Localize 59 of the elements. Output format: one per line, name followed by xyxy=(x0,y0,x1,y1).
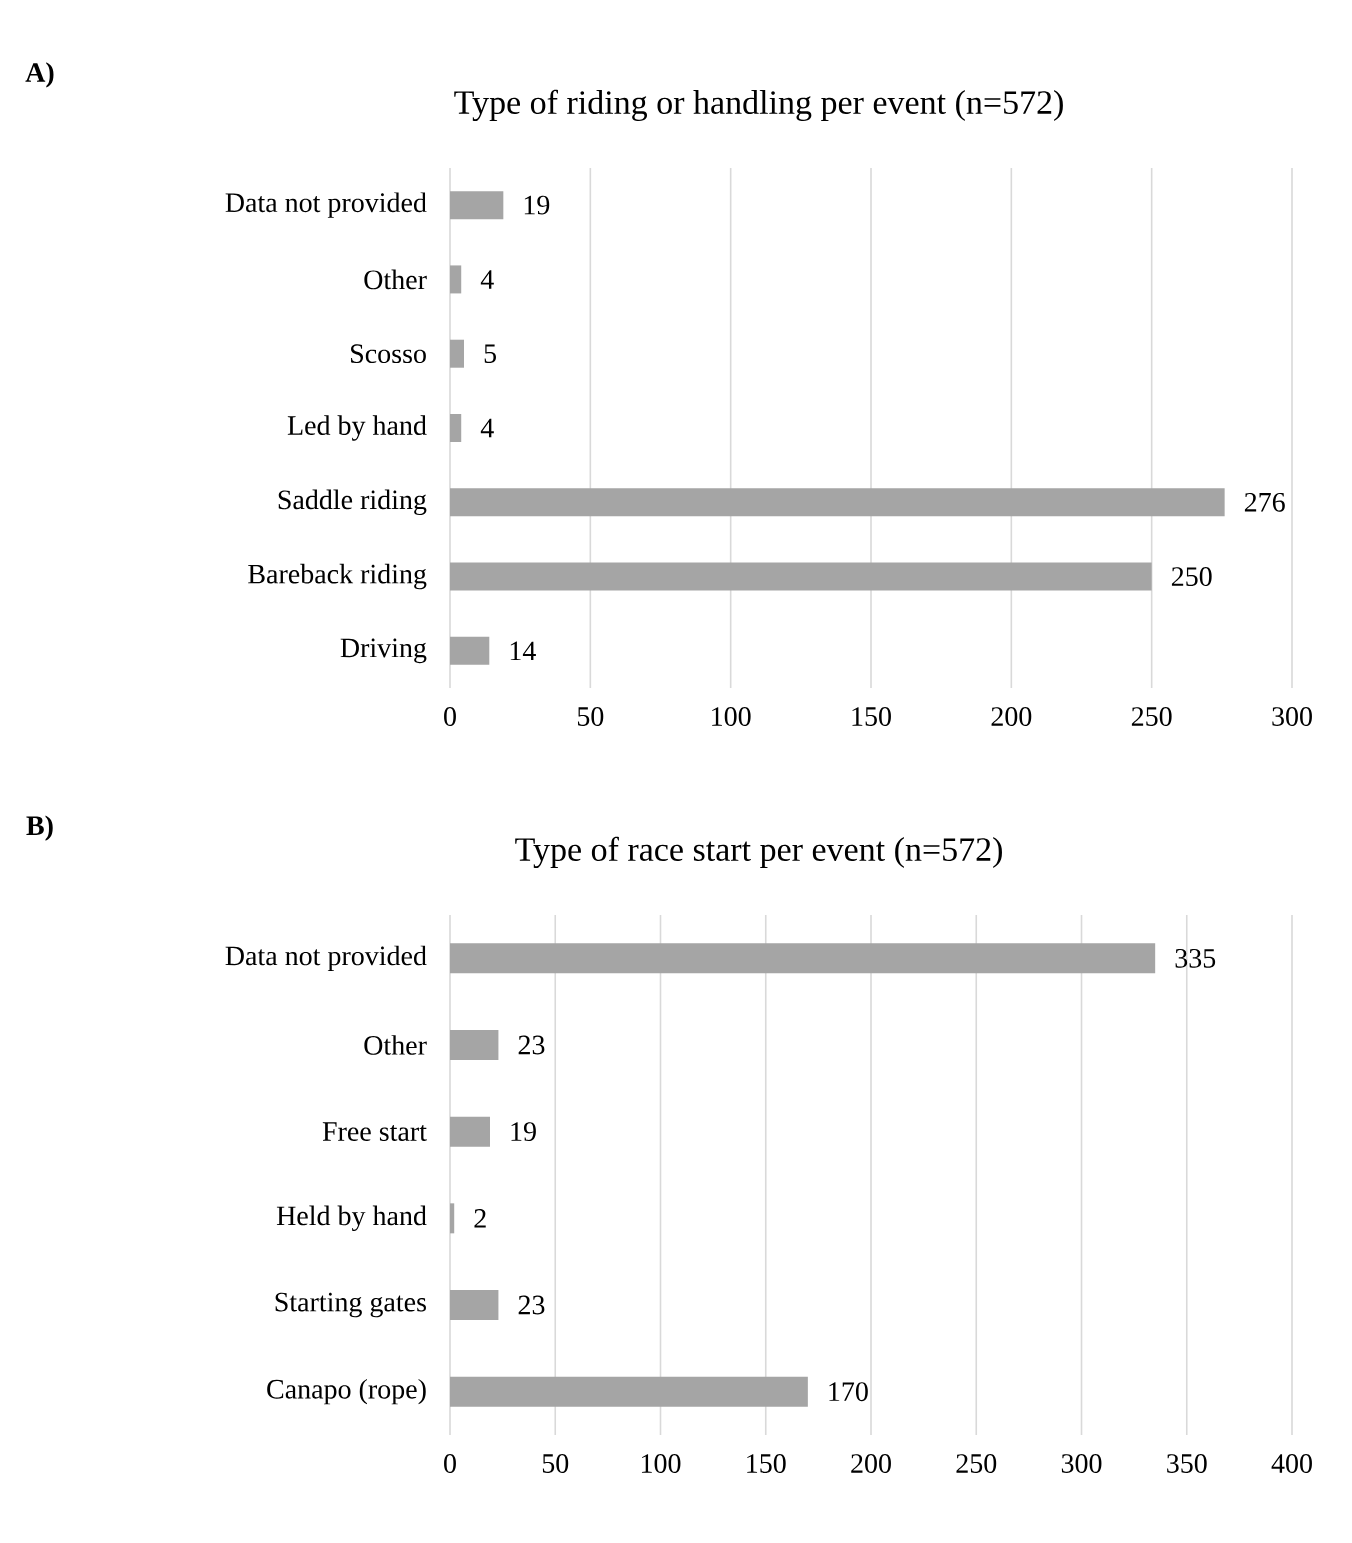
y-tick-label: Data not provided xyxy=(225,192,427,218)
y-tick-label: Starting gates xyxy=(275,1292,426,1318)
x-tick-label: 300 xyxy=(1061,1454,1102,1473)
y-tick-label: Scosso xyxy=(351,344,426,364)
bar xyxy=(450,1203,455,1234)
y-tick-label: Free start xyxy=(322,1122,427,1141)
x-tick-label: 100 xyxy=(641,1454,681,1473)
y-tick-label: Data not provided xyxy=(225,945,427,972)
data-label: 19 xyxy=(524,195,550,215)
chart-title: Type of riding or handling per event (n=572) xyxy=(454,89,1063,121)
data-label: 170 xyxy=(829,1382,868,1402)
bar xyxy=(450,1116,490,1147)
bar xyxy=(450,943,1156,974)
x-tick-label: 250 xyxy=(956,1454,997,1473)
x-tick-label: 50 xyxy=(577,707,604,726)
data-label: 276 xyxy=(1244,492,1285,512)
x-tick-label: 300 xyxy=(1272,707,1312,726)
text: B) xyxy=(26,815,53,841)
bar xyxy=(450,413,462,442)
data-label: 250 xyxy=(1171,567,1212,587)
x-tick-label: 250 xyxy=(1131,707,1172,726)
x-tick-label: 150 xyxy=(852,707,891,726)
x-tick-label: 0 xyxy=(444,707,456,726)
x-tick-label: 400 xyxy=(1271,1454,1312,1473)
bar xyxy=(450,1290,499,1321)
data-label: 5 xyxy=(484,344,496,364)
data-label: 4 xyxy=(480,418,494,438)
x-tick-label: 150 xyxy=(747,1454,786,1473)
data-label: 19 xyxy=(511,1122,536,1142)
y-tick-label: Canapo (rope) xyxy=(267,1378,426,1405)
data-label: 14 xyxy=(510,641,536,661)
bar xyxy=(450,1376,808,1407)
chart-title: Type of race start per event (n=572) xyxy=(515,836,1002,869)
y-tick-label: Driving xyxy=(340,638,427,664)
data-label: 23 xyxy=(518,1295,545,1315)
bar xyxy=(450,1030,499,1061)
x-tick-label: 200 xyxy=(991,707,1032,726)
text: A) xyxy=(25,62,54,88)
y-tick-label: Led by hand xyxy=(287,415,427,441)
data-label: 4 xyxy=(480,270,494,289)
x-tick-label: 50 xyxy=(542,1454,569,1473)
bar xyxy=(450,339,465,368)
y-tick-label: Bareback riding xyxy=(248,563,427,590)
bar xyxy=(450,265,462,294)
y-tick-label: Other xyxy=(364,1035,427,1055)
x-tick-label: 0 xyxy=(444,1454,456,1473)
data-label: 335 xyxy=(1175,948,1216,968)
x-tick-label: 200 xyxy=(851,1454,891,1473)
bar xyxy=(450,191,504,220)
x-tick-label: 100 xyxy=(712,707,751,726)
y-tick-label: Other xyxy=(364,269,427,290)
bar xyxy=(450,488,1225,517)
y-tick-label: Held by hand xyxy=(276,1205,427,1232)
bar xyxy=(450,562,1152,591)
x-tick-label: 350 xyxy=(1167,1454,1207,1473)
data-label: 23 xyxy=(518,1035,545,1055)
data-label: 2 xyxy=(474,1209,486,1228)
y-tick-label: Saddle riding xyxy=(278,489,427,516)
bar xyxy=(450,636,490,665)
